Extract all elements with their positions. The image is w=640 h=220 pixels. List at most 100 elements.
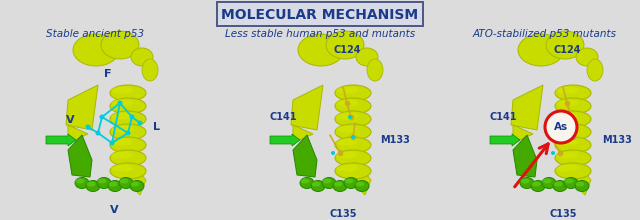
Circle shape — [348, 115, 352, 119]
Circle shape — [109, 141, 115, 145]
Circle shape — [545, 111, 577, 143]
Ellipse shape — [576, 48, 598, 66]
Ellipse shape — [101, 31, 139, 59]
Ellipse shape — [556, 112, 578, 119]
Ellipse shape — [564, 178, 573, 183]
Ellipse shape — [542, 178, 556, 189]
Ellipse shape — [111, 152, 133, 158]
Polygon shape — [513, 125, 533, 143]
Circle shape — [129, 114, 134, 119]
Circle shape — [331, 151, 335, 155]
Ellipse shape — [335, 85, 371, 101]
Ellipse shape — [131, 182, 140, 187]
Ellipse shape — [120, 178, 129, 183]
Polygon shape — [513, 135, 537, 177]
Ellipse shape — [355, 180, 369, 191]
Ellipse shape — [336, 165, 358, 172]
Ellipse shape — [97, 178, 106, 183]
Ellipse shape — [111, 99, 133, 106]
Ellipse shape — [335, 124, 371, 140]
Ellipse shape — [142, 59, 158, 81]
Ellipse shape — [109, 182, 118, 187]
Text: Less stable human p53 and mutants: Less stable human p53 and mutants — [225, 29, 415, 39]
Ellipse shape — [531, 180, 545, 191]
Ellipse shape — [97, 178, 111, 189]
Ellipse shape — [556, 165, 578, 172]
Ellipse shape — [556, 152, 578, 158]
Ellipse shape — [553, 180, 567, 191]
Text: M133: M133 — [602, 135, 632, 145]
Ellipse shape — [520, 178, 534, 189]
Ellipse shape — [73, 34, 119, 66]
Circle shape — [86, 125, 90, 130]
Ellipse shape — [555, 150, 591, 166]
FancyArrow shape — [46, 134, 76, 146]
Ellipse shape — [575, 180, 589, 191]
Ellipse shape — [555, 137, 591, 153]
Ellipse shape — [335, 111, 371, 127]
Ellipse shape — [520, 178, 529, 183]
Ellipse shape — [301, 178, 310, 183]
Ellipse shape — [518, 34, 564, 66]
Circle shape — [551, 151, 555, 155]
Ellipse shape — [311, 180, 325, 191]
Ellipse shape — [110, 150, 146, 166]
Text: C141: C141 — [489, 112, 516, 122]
Ellipse shape — [130, 180, 144, 191]
Text: C141: C141 — [269, 112, 297, 122]
Text: MOLECULAR MECHANISM: MOLECULAR MECHANISM — [221, 8, 419, 22]
Text: C124: C124 — [553, 45, 580, 55]
Ellipse shape — [555, 111, 591, 127]
Text: ATO-stabilized p53 mutants: ATO-stabilized p53 mutants — [473, 29, 617, 39]
Polygon shape — [353, 170, 371, 195]
Ellipse shape — [367, 59, 383, 81]
Circle shape — [568, 115, 572, 119]
Ellipse shape — [344, 178, 358, 189]
Ellipse shape — [76, 178, 84, 183]
Text: C124: C124 — [333, 45, 361, 55]
Ellipse shape — [564, 178, 578, 189]
Polygon shape — [68, 135, 92, 177]
Ellipse shape — [356, 48, 378, 66]
Text: L: L — [152, 122, 159, 132]
Polygon shape — [293, 125, 313, 143]
Ellipse shape — [300, 178, 314, 189]
Ellipse shape — [110, 124, 146, 140]
Ellipse shape — [111, 125, 133, 132]
Ellipse shape — [336, 112, 358, 119]
Ellipse shape — [110, 111, 146, 127]
Polygon shape — [128, 170, 146, 195]
Ellipse shape — [555, 85, 591, 101]
Ellipse shape — [111, 139, 133, 145]
Ellipse shape — [554, 182, 563, 187]
Ellipse shape — [119, 178, 133, 189]
Circle shape — [351, 135, 355, 139]
Circle shape — [138, 121, 143, 125]
Ellipse shape — [335, 163, 371, 179]
Ellipse shape — [355, 182, 365, 187]
Circle shape — [125, 130, 131, 136]
Polygon shape — [511, 85, 543, 130]
Ellipse shape — [298, 34, 344, 66]
Ellipse shape — [575, 182, 584, 187]
Ellipse shape — [587, 59, 603, 81]
Ellipse shape — [322, 178, 336, 189]
Ellipse shape — [336, 125, 358, 132]
Ellipse shape — [555, 98, 591, 114]
Circle shape — [118, 101, 122, 106]
FancyArrow shape — [270, 134, 300, 146]
Text: C135: C135 — [329, 209, 356, 219]
Text: F: F — [104, 69, 112, 79]
Ellipse shape — [336, 139, 358, 145]
Ellipse shape — [336, 86, 358, 94]
Text: As: As — [554, 122, 568, 132]
Ellipse shape — [556, 125, 578, 132]
Ellipse shape — [110, 85, 146, 101]
Ellipse shape — [111, 86, 133, 94]
Circle shape — [95, 130, 100, 136]
Ellipse shape — [335, 137, 371, 153]
Ellipse shape — [111, 165, 133, 172]
Ellipse shape — [312, 182, 321, 187]
Ellipse shape — [555, 124, 591, 140]
Text: Stable ancient p53: Stable ancient p53 — [46, 29, 144, 39]
